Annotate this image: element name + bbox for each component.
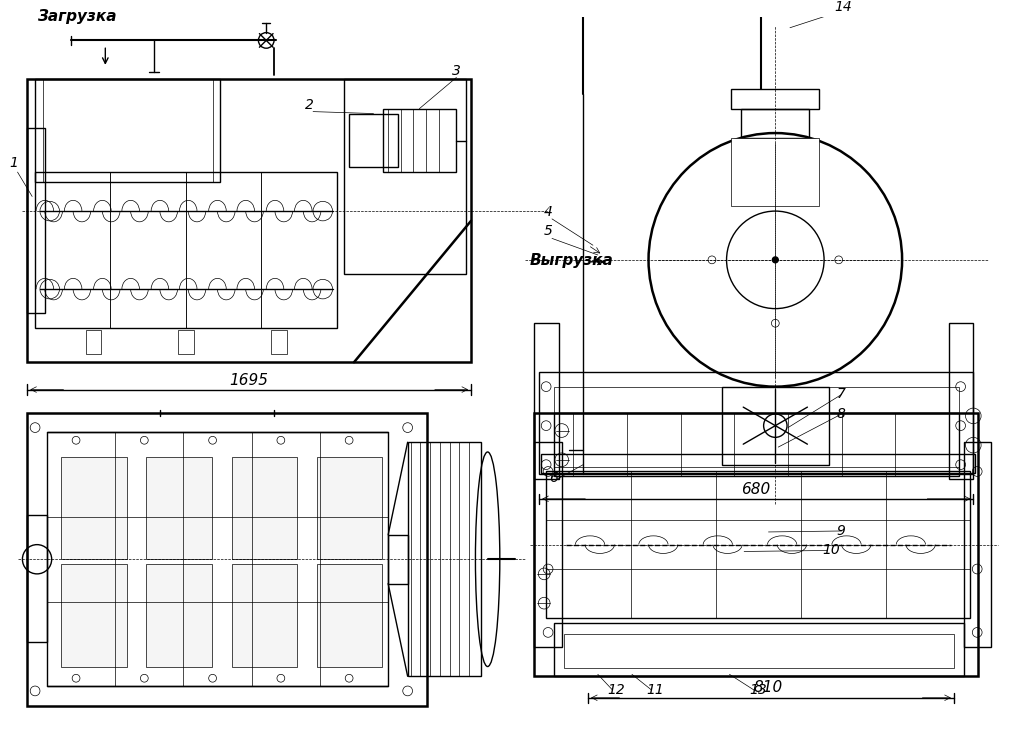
Circle shape	[258, 33, 274, 48]
Bar	[86, 330, 101, 354]
Bar	[349, 114, 398, 167]
Bar	[28, 128, 45, 313]
Bar	[554, 413, 958, 476]
Bar	[535, 442, 562, 647]
Bar	[388, 535, 408, 583]
Text: 12: 12	[607, 683, 626, 697]
Bar	[61, 564, 127, 667]
Bar	[535, 413, 978, 676]
Bar	[741, 109, 809, 138]
Bar	[271, 330, 287, 354]
Bar	[563, 635, 953, 669]
Bar	[35, 172, 338, 328]
Bar	[178, 330, 195, 354]
Bar	[540, 372, 973, 475]
Text: Выгрузка: Выгрузка	[529, 253, 613, 268]
Text: 680: 680	[741, 482, 770, 497]
Bar	[554, 387, 958, 466]
Bar	[949, 323, 973, 479]
Bar	[146, 564, 212, 667]
Bar	[47, 432, 388, 686]
Text: 10: 10	[822, 543, 840, 557]
Text: Загрузка: Загрузка	[37, 9, 117, 24]
Text: 2: 2	[305, 97, 314, 112]
Bar	[28, 80, 471, 362]
Text: 4: 4	[544, 205, 553, 219]
Bar	[232, 564, 297, 667]
Bar	[546, 472, 971, 618]
Bar	[28, 516, 47, 642]
Text: 7: 7	[837, 388, 846, 401]
Bar	[35, 80, 220, 182]
Bar	[722, 387, 829, 465]
Bar	[61, 457, 127, 559]
Bar	[542, 454, 975, 473]
Text: 9: 9	[837, 524, 846, 538]
Bar	[317, 564, 382, 667]
Text: 13: 13	[749, 683, 767, 697]
Bar	[731, 89, 819, 109]
Bar	[383, 109, 457, 172]
Text: 14: 14	[834, 0, 852, 14]
Text: 8: 8	[837, 407, 846, 421]
Bar	[28, 413, 427, 705]
Bar	[232, 457, 297, 559]
Bar	[535, 323, 559, 479]
Text: 6: 6	[549, 471, 558, 485]
Text: 3: 3	[452, 63, 461, 77]
Text: 11: 11	[646, 683, 665, 697]
Text: 5: 5	[544, 225, 553, 239]
Circle shape	[772, 257, 778, 263]
Bar	[554, 623, 964, 676]
Text: 1: 1	[10, 156, 18, 170]
Bar	[964, 442, 991, 647]
Bar	[344, 80, 466, 275]
Bar	[731, 138, 819, 206]
Text: 1695: 1695	[229, 373, 268, 388]
Bar	[408, 442, 481, 676]
Bar	[317, 457, 382, 559]
Bar	[146, 457, 212, 559]
Text: 810: 810	[754, 680, 783, 695]
